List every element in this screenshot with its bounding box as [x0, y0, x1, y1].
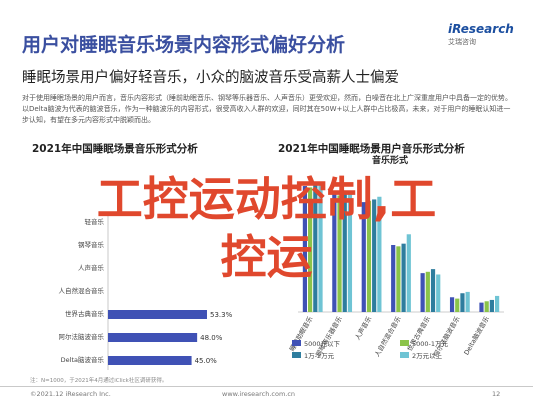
footer-divider	[0, 386, 533, 401]
right-bar	[361, 202, 366, 312]
right-bar-chart: 睡前助眠音乐 钢琴等乐器音乐 人声音乐 人自然混合音乐 世界古典音乐 阿尔法脑波音乐 Del…	[287, 183, 504, 360]
right-bar	[391, 245, 396, 312]
right-chart-title-sub: 音乐形式	[372, 156, 409, 166]
right-bar	[342, 192, 347, 312]
right-category-label: Delta脑波音乐	[462, 314, 492, 356]
right-category-label: 人声音乐	[353, 314, 374, 341]
right-bar	[313, 184, 318, 312]
logo-main-text: iResearch	[448, 22, 514, 36]
left-chart-title: 2021年中国睡眠场景音乐形式分析	[32, 143, 198, 155]
watermark-overlay: 工控运动控制,工 控运	[0, 170, 533, 286]
right-bar	[449, 297, 455, 312]
page-number: 12	[492, 390, 501, 398]
right-bar	[494, 295, 500, 312]
right-bar	[318, 183, 323, 312]
right-legend-swatch	[292, 352, 301, 358]
left-category-label: 人声音乐	[78, 263, 105, 272]
right-bar	[425, 271, 430, 312]
right-bar	[436, 274, 441, 312]
left-category-label: 钢琴音乐	[78, 240, 105, 249]
slide-title: 用户对睡眠音乐场景内容形式偏好分析	[22, 34, 346, 56]
right-bar	[406, 234, 411, 312]
left-value-label: 48.0%	[200, 334, 223, 342]
slide-body-text: 对于使用睡眠场景的用户而言，音乐内容形式（睡前助眠音乐、钢琴等乐器音乐、人声音乐…	[22, 94, 512, 124]
right-bar	[347, 191, 353, 312]
right-bar	[460, 293, 465, 312]
watermark-line-2: 控运	[220, 230, 313, 284]
right-legend-label: 2万元以上	[412, 351, 443, 360]
left-category-label: Delta脑波音乐	[61, 355, 105, 364]
watermark-line-1: 工控运动控制,工	[96, 172, 437, 226]
right-bar	[479, 302, 484, 312]
left-bar	[108, 356, 192, 365]
iresearch-logo: iResearch 艾瑞咨询	[448, 22, 514, 54]
right-bar	[396, 246, 401, 312]
footer-copyright: ©2021.12 iResearch Inc.	[30, 390, 111, 398]
right-legend-swatch	[400, 352, 409, 358]
left-category-label: 人自然混合音乐	[59, 286, 105, 295]
right-bar	[337, 195, 342, 312]
right-bar	[302, 186, 308, 312]
right-bar	[372, 199, 377, 312]
right-bar	[401, 243, 406, 312]
right-bar	[420, 273, 425, 312]
right-bar	[366, 200, 372, 312]
left-bar	[108, 333, 198, 342]
right-legend-label: 5000元以下	[304, 340, 341, 348]
right-legend-swatch	[400, 340, 409, 346]
left-category-label: 阿尔法脑波音乐	[59, 332, 105, 341]
right-bar	[455, 298, 460, 312]
left-category-label: 轻音乐	[85, 217, 105, 226]
right-legend-swatch	[292, 340, 301, 346]
footer-website: www.iresearch.com.cn	[222, 390, 296, 398]
right-legend-label: 5000-1万元	[412, 340, 449, 348]
right-bar	[465, 291, 470, 312]
left-category-label: 世界古典音乐	[65, 309, 105, 318]
right-category-label: 人自然混合音乐	[372, 314, 403, 358]
right-bar	[308, 187, 313, 312]
source-note: 注：N=1000，于2021年4月通过iClick社区调研获得。	[30, 378, 168, 384]
left-value-label: 53.3%	[210, 311, 233, 319]
left-bar	[108, 310, 207, 319]
right-bar	[377, 196, 382, 312]
right-bar	[489, 299, 494, 312]
right-bar	[484, 301, 489, 312]
right-bar	[332, 194, 337, 312]
right-bar	[430, 269, 436, 312]
slide-subtitle: 睡眠场景用户偏好轻音乐，小众的脑波音乐受高薪人士偏爱	[22, 70, 399, 86]
right-chart-title: 2021年中国睡眠场景用户音乐形式分析	[278, 143, 465, 155]
right-legend-label: 1万-2万元	[304, 352, 335, 360]
logo-sub-text: 艾瑞咨询	[448, 38, 476, 46]
left-value-label: 45.0%	[195, 357, 218, 365]
